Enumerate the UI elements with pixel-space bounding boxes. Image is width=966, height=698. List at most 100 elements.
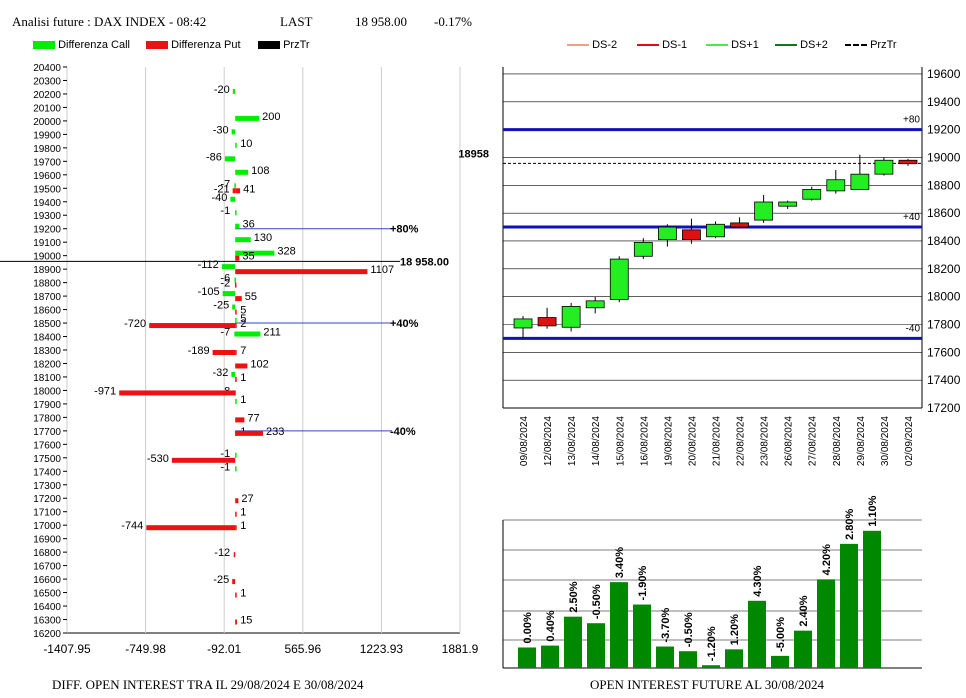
legend-call-label: Differenza Call: [58, 39, 131, 51]
bar-value-label: 211: [263, 327, 281, 339]
call-bar: [224, 156, 236, 162]
legend-prztr-right-label: PrzTr: [870, 39, 897, 51]
last-price-label: 18958: [458, 148, 489, 160]
oi-bar: [656, 646, 674, 668]
bar-value-label: 233: [266, 426, 284, 438]
legend-ds+1-label: DS+1: [731, 39, 759, 51]
candle-y-tick-label: 18800: [927, 178, 961, 192]
bar-value-label: -25: [213, 300, 229, 312]
call-bar: [221, 264, 236, 270]
legend-ds-1-swatch: [637, 44, 659, 47]
bar-value-label: 102: [250, 358, 268, 370]
oi-bar-label: 2.80%: [844, 508, 856, 539]
candle-y-tick-label: 17400: [927, 373, 961, 387]
oi-bar: [794, 630, 812, 668]
oi-bar: [679, 651, 697, 668]
oi-bar-label: 0.40%: [545, 610, 557, 641]
bar-value-label: -720: [124, 318, 146, 330]
put-bar: [235, 296, 242, 302]
call-bar: [235, 466, 237, 472]
candle-y-tick-label: 17800: [927, 317, 961, 331]
put-bar: [235, 188, 241, 194]
call-bar: [231, 129, 236, 135]
bar-value-label: -2: [220, 278, 230, 290]
strike-label: 19800: [33, 144, 61, 155]
strike-label: 20400: [33, 63, 61, 74]
candle-body: [826, 179, 846, 192]
legend-prztr-right: PrzTr: [845, 39, 897, 51]
strike-label: 16700: [33, 562, 61, 573]
bar-value-label: -1: [220, 461, 230, 473]
oi-bar: [541, 645, 559, 668]
oi-bar: [817, 579, 835, 668]
bar-value-label: -744: [121, 520, 143, 532]
oi-bar: [771, 655, 789, 668]
candle-body: [874, 159, 894, 175]
strike-label: 17100: [33, 508, 61, 519]
candle-body: [513, 318, 533, 329]
legend-ds+2-swatch: [775, 44, 797, 47]
put-bar: [235, 417, 245, 423]
candle-date-label: 20/08/2024: [687, 416, 698, 466]
put-bar: [235, 498, 239, 504]
candle-body: [706, 223, 725, 238]
candle-body: [633, 241, 653, 257]
oi-bar-label: -5.00%: [775, 617, 787, 652]
candle-date-label: 14/08/2024: [591, 416, 602, 466]
oi-bar-label: 0.00%: [522, 612, 534, 643]
x-tick-label: -92.01: [207, 642, 241, 656]
strike-label: 20000: [33, 117, 61, 128]
candle-date-label: 21/08/2024: [712, 416, 723, 466]
legend-ds+2: DS+2: [775, 39, 828, 51]
reference-line-label: +40%: [390, 318, 419, 330]
bar-value-label: -7: [220, 327, 230, 339]
bar-value-label: -21: [214, 183, 230, 195]
put-bar: [233, 552, 236, 558]
strike-label: 17600: [33, 440, 61, 451]
put-bar: [171, 457, 236, 463]
bar-value-label: -6: [220, 273, 230, 285]
last-value: 18 958.00: [355, 14, 407, 29]
footer-left: DIFF. OPEN INTEREST TRA IL 29/08/2024 E …: [52, 677, 364, 692]
oi-bar-label: -1.20%: [706, 626, 718, 661]
call-bar: [222, 291, 236, 297]
put-bar: [235, 309, 237, 315]
candle-date-label: 22/08/2024: [736, 416, 747, 466]
legend-prztr-swatch: [258, 41, 280, 50]
candle-body: [657, 226, 677, 240]
strike-label: 16200: [33, 629, 61, 640]
put-bar: [235, 323, 237, 329]
put-bar: [235, 376, 237, 382]
bar-value-label: 1: [240, 372, 246, 384]
oi-bar-label: 4.20%: [821, 544, 833, 575]
change-value: -0.17%: [434, 14, 472, 29]
strike-label: 19400: [33, 198, 61, 209]
candle-body: [537, 317, 557, 327]
bar-value-label: -40: [212, 192, 228, 204]
call-bar: [235, 237, 251, 243]
candle-date-label: 30/08/2024: [880, 416, 891, 466]
legend-prztr-right-swatch: [845, 44, 867, 47]
strike-label: 16800: [33, 548, 61, 559]
bar-value-label: 130: [254, 232, 272, 244]
put-bar: [119, 390, 236, 396]
bar-value-label: -20: [214, 84, 230, 96]
candle-body: [898, 159, 918, 165]
put-bar: [235, 619, 237, 625]
bar-value-label: 55: [245, 291, 257, 303]
bar-value-label: 35: [242, 251, 254, 263]
bar-value-label: 27: [241, 493, 253, 505]
oi-bar-label: 2.40%: [798, 595, 810, 626]
oi-bar: [725, 649, 743, 668]
strike-label: 17900: [33, 400, 61, 411]
candle-y-tick-label: 18200: [927, 262, 961, 276]
oi-bar-label: -0.50%: [591, 584, 603, 619]
candle-date-label: 23/08/2024: [760, 416, 771, 466]
legend-ds-1: DS-1: [637, 39, 687, 51]
bar-value-label: -30: [213, 124, 229, 136]
candle-date-label: 19/08/2024: [663, 416, 674, 466]
candle-date-label: 02/09/2024: [904, 416, 915, 466]
candle-y-tick-label: 18000: [927, 290, 961, 304]
bar-value-label: 200: [262, 111, 280, 123]
strike-label: 18200: [33, 359, 61, 370]
